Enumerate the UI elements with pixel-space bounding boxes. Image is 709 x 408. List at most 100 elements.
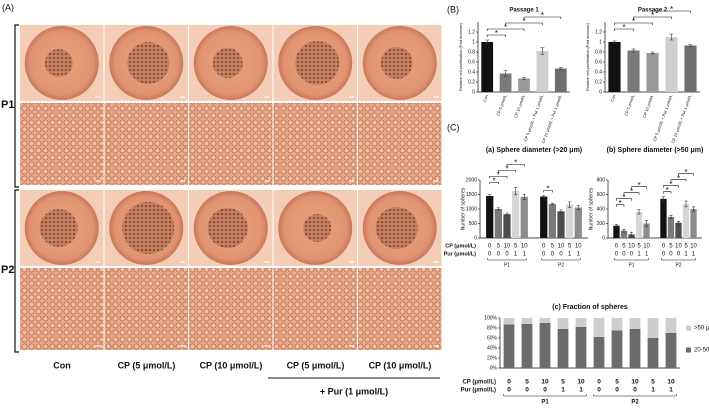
bar-segment	[575, 327, 587, 368]
chart-title: (a) Sphere diameter (>20 μm)	[486, 147, 582, 154]
error-bar	[631, 48, 636, 53]
condition-value: 0	[505, 252, 509, 258]
bar	[536, 51, 549, 92]
condition-value: 0	[662, 244, 666, 250]
condition-row-label: Pur (μmol/L)	[461, 388, 496, 394]
error-bar	[558, 67, 563, 70]
sphere-cluster	[127, 42, 170, 84]
x-tick-label: CP 10 μmol/L	[513, 93, 526, 118]
bar	[574, 207, 582, 238]
group-bracket	[593, 394, 677, 397]
x-tick-label: CP 5 μmol/L + Pur 1 μmol/L	[652, 93, 674, 142]
error-bar	[630, 231, 633, 237]
bar	[499, 73, 512, 92]
y-tick-label: 1.2	[468, 29, 475, 35]
panel-label: (A)	[2, 2, 14, 12]
legend-label: >50 μm	[694, 326, 709, 332]
error-bar	[684, 200, 688, 208]
significance-star: *	[495, 29, 498, 38]
error-bar	[692, 206, 696, 212]
error-bar	[542, 195, 546, 198]
significance-star: *	[651, 11, 654, 20]
bar-segment	[521, 318, 533, 324]
condition-value: 0	[507, 379, 511, 386]
significance-star: *	[622, 23, 625, 32]
condition-value: 1	[669, 387, 673, 394]
y-tick-label: 1500	[466, 192, 477, 198]
bar	[684, 45, 697, 92]
error-bar	[559, 209, 563, 214]
significance-star: *	[669, 180, 672, 189]
significance-bracket	[631, 186, 647, 189]
x-tick-label: CP 5 μmol/L + Pur 1 μmol/L	[523, 93, 545, 142]
significance-star: *	[630, 187, 633, 196]
condition-value: 1	[523, 252, 527, 258]
condition-label: CP (5 μmol/L)	[287, 360, 345, 370]
bar	[620, 230, 628, 238]
bar	[660, 198, 667, 238]
condition-value: 0	[551, 252, 555, 258]
sphere-cluster	[303, 214, 332, 242]
significance-star: *	[622, 193, 625, 202]
bar-segment	[557, 318, 569, 329]
y-axis-label: Number of spheres	[588, 187, 594, 230]
significance-bracket	[678, 173, 694, 176]
significance-bracket	[543, 190, 553, 193]
condition-value: 10	[667, 379, 675, 386]
micrograph-cells	[104, 268, 188, 350]
x-tick-label: CP 10 μmol/L + Pur 1 μmol/L	[540, 93, 563, 144]
condition-value: 5	[497, 244, 501, 250]
error-bar	[637, 209, 641, 215]
condition-value: 0	[507, 387, 511, 394]
micrograph-cells	[189, 103, 273, 185]
chart-title: Passage 1	[509, 8, 539, 14]
y-tick-label: 20%	[487, 355, 498, 361]
condition-value: 0	[615, 387, 619, 394]
condition-value: 1	[514, 252, 518, 258]
group-label: P1	[504, 262, 510, 268]
condition-value: 0	[497, 252, 501, 258]
bar	[613, 225, 620, 238]
micrograph-cells	[273, 103, 357, 185]
bar-segment	[521, 324, 533, 368]
y-tick-label: 0%	[490, 365, 498, 371]
condition-value: 10	[690, 244, 697, 250]
condition-value: 0	[597, 387, 601, 394]
panel-label: (C)	[447, 122, 460, 132]
x-tick-label: Con	[482, 94, 489, 103]
condition-value: 0	[488, 244, 492, 250]
condition-value: 5	[622, 244, 626, 250]
y-tick-label: 0.6	[468, 59, 475, 65]
bar	[494, 209, 502, 238]
sphere-cluster	[375, 207, 418, 249]
significance-star: *	[619, 199, 622, 208]
significance-bracket	[523, 16, 562, 19]
error-bar	[550, 202, 554, 206]
condition-value: 5	[669, 244, 673, 250]
condition-value: 10	[628, 244, 635, 250]
sphere-cluster	[44, 49, 73, 77]
y-tick-label: 1	[472, 39, 475, 45]
significance-star: *	[637, 181, 640, 190]
condition-value: 1	[568, 252, 572, 258]
bar	[566, 204, 574, 238]
bar	[608, 42, 621, 92]
condition-row-label: CP (μmol/L)	[462, 380, 496, 386]
bar	[554, 68, 567, 92]
row-bracket	[14, 24, 19, 188]
y-tick-label: 0	[599, 89, 602, 95]
condition-value: 0	[543, 387, 547, 394]
condition-value: 10	[577, 379, 585, 386]
x-tick-label: CP 5 μmol/L	[495, 93, 507, 116]
bar	[646, 53, 659, 92]
y-tick-label: 0	[602, 235, 605, 241]
condition-value: 0	[615, 252, 619, 258]
group-label: P1	[541, 400, 549, 406]
significance-star: *	[504, 23, 507, 32]
condition-value: 5	[651, 379, 655, 386]
group-bracket	[487, 258, 527, 261]
condition-value: 10	[643, 244, 650, 250]
error-bar	[576, 205, 580, 210]
condition-label: CP (5 μmol/L)	[118, 360, 176, 370]
condition-value: 1	[684, 252, 688, 258]
